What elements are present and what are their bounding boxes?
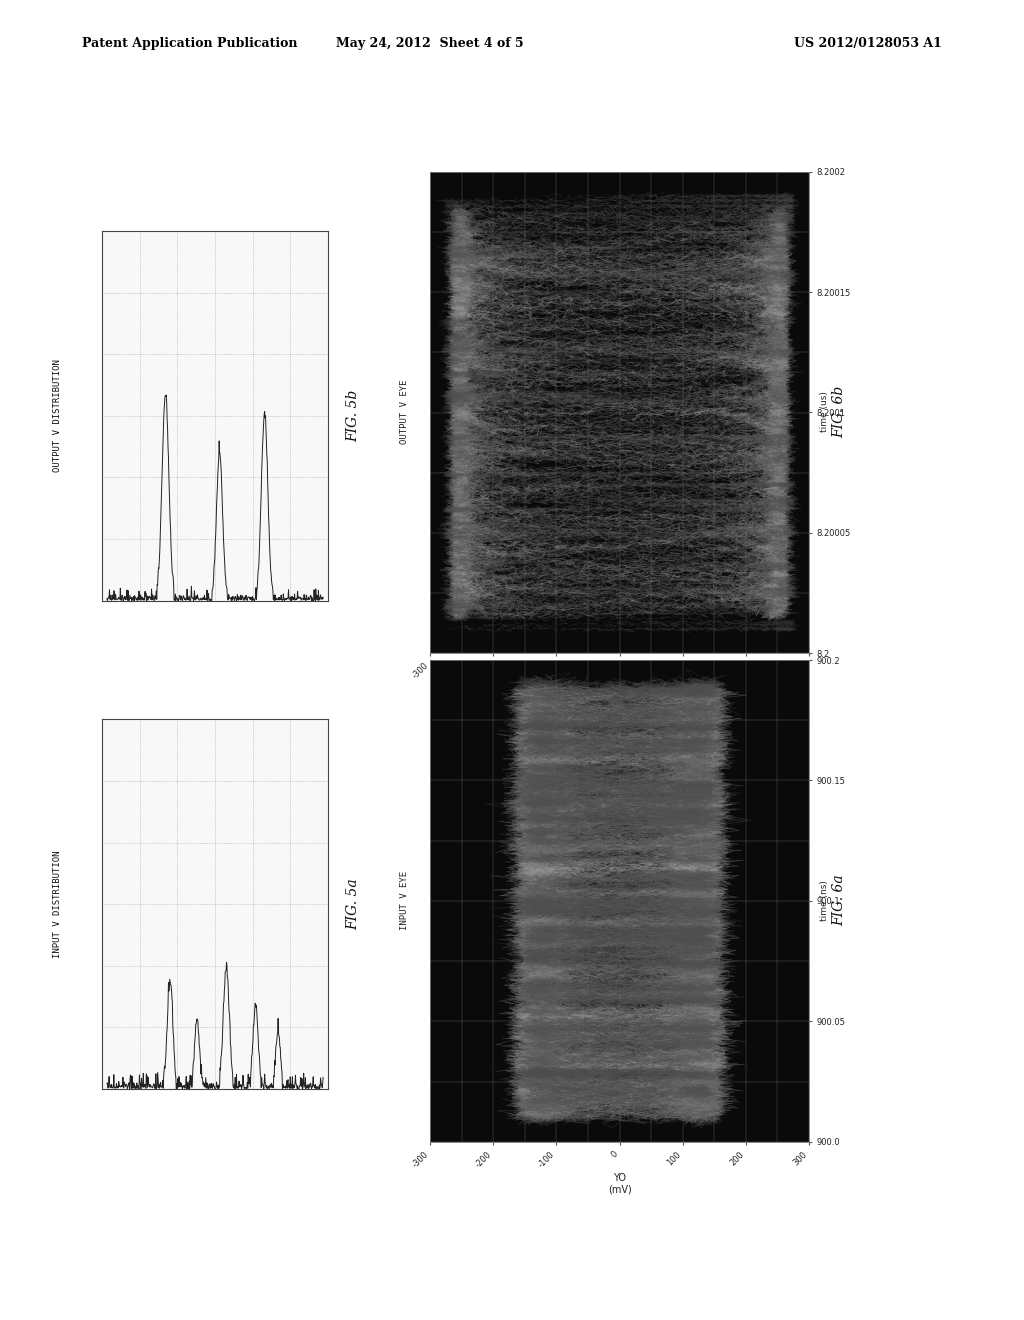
Text: FIG. 6b: FIG. 6b	[833, 385, 847, 438]
Text: FIG. 6a: FIG. 6a	[833, 874, 847, 927]
Text: May 24, 2012  Sheet 4 of 5: May 24, 2012 Sheet 4 of 5	[336, 37, 524, 50]
Text: FIG. 5b: FIG. 5b	[346, 389, 360, 442]
Text: Patent Application Publication: Patent Application Publication	[82, 37, 297, 50]
Text: OUTPUT V DISTRIBUTION: OUTPUT V DISTRIBUTION	[53, 359, 61, 473]
Text: OUTPUT V EYE: OUTPUT V EYE	[400, 380, 409, 444]
Text: INPUT V EYE: INPUT V EYE	[400, 871, 409, 929]
Text: time (us): time (us)	[820, 392, 828, 432]
X-axis label: YO
(mV): YO (mV)	[607, 685, 632, 706]
X-axis label: YO
(mV): YO (mV)	[607, 1173, 632, 1195]
Text: US 2012/0128053 A1: US 2012/0128053 A1	[795, 37, 942, 50]
Text: INPUT V DISTRIBUTION: INPUT V DISTRIBUTION	[53, 850, 61, 958]
Text: FIG. 5a: FIG. 5a	[346, 878, 360, 931]
Text: time (ns): time (ns)	[820, 880, 828, 920]
